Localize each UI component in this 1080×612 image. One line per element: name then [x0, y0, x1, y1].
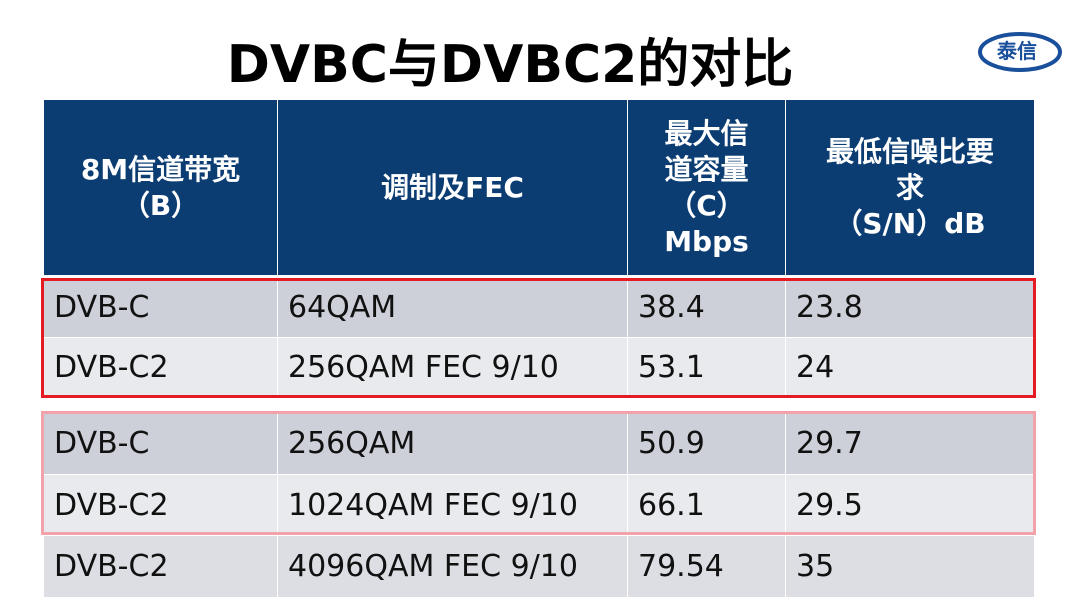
header-text: （B） — [121, 188, 200, 222]
table-cell: 66.1 — [628, 475, 786, 536]
header-text: 调制及FEC — [381, 170, 524, 204]
table-cell: 53.1 — [628, 338, 786, 398]
table-cell: 24 — [786, 338, 1035, 398]
table-cell: 256QAM — [278, 413, 628, 475]
table-cell: 29.7 — [786, 413, 1035, 475]
table-cell: 38.4 — [628, 278, 786, 338]
table-cell: 1024QAM FEC 9/10 — [278, 475, 628, 536]
table-cell: DVB-C2 — [44, 475, 278, 536]
header-text: 8M信道带宽 — [80, 152, 241, 186]
header-cell: 最大信 道容量 （C） Mbps — [628, 100, 786, 275]
header-text: 求 — [895, 170, 924, 204]
header-text: （S/N）dB — [834, 206, 986, 240]
table-cell: 79.54 — [628, 536, 786, 598]
header-text: （C） — [668, 188, 745, 222]
logo-ring — [978, 32, 1062, 72]
logo: 泰信 — [978, 32, 1062, 72]
table-cell: 4096QAM FEC 9/10 — [278, 536, 628, 598]
logo-text: 泰信 — [996, 39, 1037, 63]
table-cell: 29.5 — [786, 475, 1035, 536]
header-text: 最大信 — [664, 116, 749, 150]
header-text: 最低信噪比要 — [825, 134, 994, 168]
table-cell: 256QAM FEC 9/10 — [278, 338, 628, 398]
table-cell: DVB-C2 — [44, 536, 278, 598]
table-cell: 23.8 — [786, 278, 1035, 338]
header-cell: 调制及FEC — [278, 100, 628, 275]
table-cell: DVB-C — [44, 278, 278, 338]
header-text: 道容量 — [664, 152, 749, 186]
header-cell: 8M信道带宽 （B） — [44, 100, 278, 275]
table-cell: DVB-C2 — [44, 338, 278, 398]
table-cell: 35 — [786, 536, 1035, 598]
header-cell: 最低信噪比要求（S/N）dB — [786, 100, 1035, 275]
table-cell: DVB-C — [44, 413, 278, 475]
header-text: Mbps — [664, 224, 749, 258]
slide-title: DVBC与DVBC2的对比 — [226, 35, 794, 95]
table-cell: 64QAM — [278, 278, 628, 338]
table-cell: 50.9 — [628, 413, 786, 475]
